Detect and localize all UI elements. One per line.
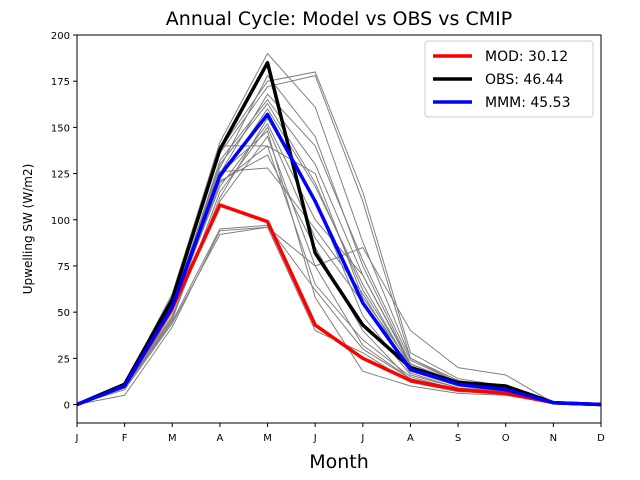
y-tick-label: 125 [51, 170, 70, 181]
y-tick-label: 0 [64, 401, 70, 412]
plot-lines [77, 52, 601, 407]
plot-frame [76, 34, 602, 424]
series-line-obs [77, 60, 601, 407]
x-axis-label: Month [309, 451, 369, 473]
ensemble-line-16 [77, 226, 601, 405]
y-tick-label: 25 [57, 354, 70, 365]
x-tick-label: F [122, 433, 128, 444]
x-tick-label: A [407, 433, 414, 444]
x-tick-label: S [455, 433, 461, 444]
y-tick-label: 75 [57, 262, 70, 273]
legend-label-obs: OBS: 46.44 [485, 72, 564, 88]
x-tick-label: M [263, 433, 272, 444]
x-tick-label: N [550, 433, 557, 444]
y-tick-label: 50 [57, 308, 70, 319]
y-axis: 0 25 50 75 100 125 150 175 200 [51, 31, 77, 412]
x-tick-label: D [597, 433, 605, 444]
y-tick-label: 200 [51, 31, 70, 42]
legend-box [424, 40, 594, 118]
x-tick-label: M [168, 433, 177, 444]
x-tick-label: J [313, 433, 317, 444]
y-axis-label: Upwelling SW (W/m2) [21, 164, 35, 295]
series-line-mmm [77, 112, 601, 407]
chart-title: Annual Cycle: Model vs OBS vs CMIP [166, 8, 512, 30]
x-tick-label: O [502, 433, 510, 444]
y-tick-label: 150 [51, 123, 70, 134]
legend-label-mod: MOD: 30.12 [485, 49, 568, 65]
y-tick-label: 175 [51, 77, 70, 88]
x-tick-label: J [75, 433, 79, 444]
x-tick-label: A [216, 433, 223, 444]
legend-label-mmm: MMM: 45.53 [485, 95, 570, 111]
legend: MOD: 30.12 OBS: 46.44 MMM: 45.53 [424, 40, 594, 118]
x-tick-label: J [360, 433, 364, 444]
y-tick-label: 100 [51, 216, 70, 227]
